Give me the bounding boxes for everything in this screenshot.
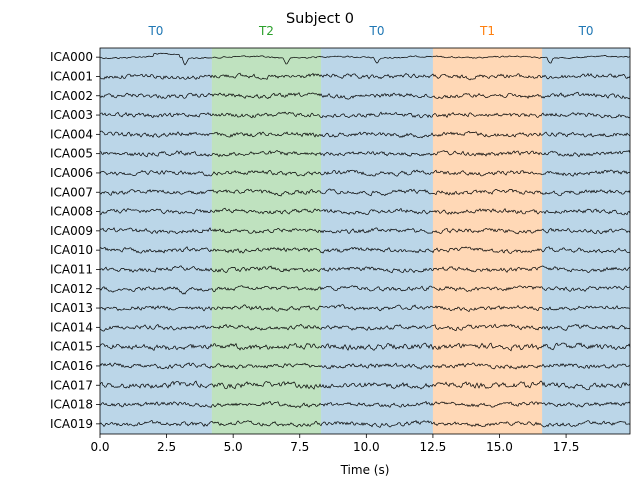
- x-tick-label: 0.0: [90, 440, 109, 454]
- y-tick-label-ica005: ICA005: [50, 147, 93, 161]
- trace-ica015: [99, 342, 631, 352]
- trace-ica009: [99, 227, 631, 235]
- segment-band-t0: [100, 48, 212, 434]
- segment-bands: T0 T2 T0 T1 T0: [100, 24, 630, 434]
- y-tick-label-ica018: ICA018: [50, 398, 93, 412]
- y-tick-label-ica013: ICA013: [50, 301, 93, 315]
- segment-band-t0: [542, 48, 630, 434]
- trace-ica004: [99, 130, 631, 139]
- y-tick-label-ica001: ICA001: [50, 69, 93, 83]
- segment-band-t0: [321, 48, 433, 434]
- trace-ica000: [99, 52, 631, 66]
- y-tick-label-ica009: ICA009: [50, 224, 93, 238]
- x-tick-label: 5.0: [224, 440, 243, 454]
- y-tick-label-ica004: ICA004: [50, 127, 93, 141]
- y-tick-label-ica010: ICA010: [50, 243, 93, 257]
- trace-ica010: [99, 246, 631, 254]
- x-tick-label: 17.5: [553, 440, 580, 454]
- trace-ica008: [99, 207, 631, 216]
- trace-ica007: [99, 188, 631, 197]
- y-tick-label-ica015: ICA015: [50, 340, 93, 354]
- x-tick-label: 7.5: [290, 440, 309, 454]
- trace-ica011: [99, 265, 631, 274]
- y-tick-label-ica019: ICA019: [50, 417, 93, 431]
- trace-ica016: [99, 362, 631, 370]
- segment-label-t0: T0: [369, 24, 385, 38]
- x-tick-label: 10.0: [353, 440, 380, 454]
- trace-ica002: [99, 91, 631, 100]
- y-tick-label-ica006: ICA006: [50, 166, 93, 180]
- trace-ica014: [99, 323, 631, 332]
- trace-ica001: [99, 72, 631, 81]
- segment-band-t2: [211, 48, 322, 434]
- y-tick-label-ica002: ICA002: [50, 89, 93, 103]
- trace-ica019: [99, 419, 631, 428]
- trace-ica012: [99, 285, 631, 295]
- plot-frame: [99, 47, 631, 435]
- chart-title: Subject 0: [286, 11, 354, 27]
- y-tick-label-ica003: ICA003: [50, 108, 93, 122]
- trace-ica018: [99, 400, 631, 409]
- x-axis-ticks: 0.0 2.5 5.0 7.5 10.0 12.5 15.0 17.5: [90, 434, 579, 454]
- trace-ica013: [99, 304, 630, 313]
- y-tick-label-ica012: ICA012: [50, 282, 93, 296]
- x-tick-label: 12.5: [420, 440, 447, 454]
- segment-label-t0: T0: [147, 24, 163, 38]
- x-tick-label: 15.0: [486, 440, 513, 454]
- y-tick-label-ica008: ICA008: [50, 205, 93, 219]
- trace-ica005: [99, 149, 631, 158]
- y-tick-label-ica007: ICA007: [50, 185, 93, 199]
- segment-label-t2: T2: [258, 24, 274, 38]
- y-tick-label-ica017: ICA017: [50, 378, 93, 392]
- trace-ica003: [99, 111, 631, 119]
- segment-label-t0: T0: [578, 24, 594, 38]
- channel-traces: [99, 52, 631, 428]
- y-tick-label-ica000: ICA000: [50, 50, 93, 64]
- segment-label-t1: T1: [479, 24, 495, 38]
- trace-ica017: [99, 380, 631, 391]
- segment-band-t1: [432, 48, 543, 434]
- y-tick-label-ica014: ICA014: [50, 320, 93, 334]
- y-tick-labels: ICA000 ICA001 ICA002 ICA003 ICA004 ICA005 ICA0…: [50, 50, 100, 431]
- y-tick-label-ica011: ICA011: [50, 262, 93, 276]
- x-tick-label: 2.5: [157, 440, 176, 454]
- trace-ica006: [99, 169, 631, 177]
- y-tick-label-ica016: ICA016: [50, 359, 93, 373]
- x-axis-label: Time (s): [340, 463, 390, 477]
